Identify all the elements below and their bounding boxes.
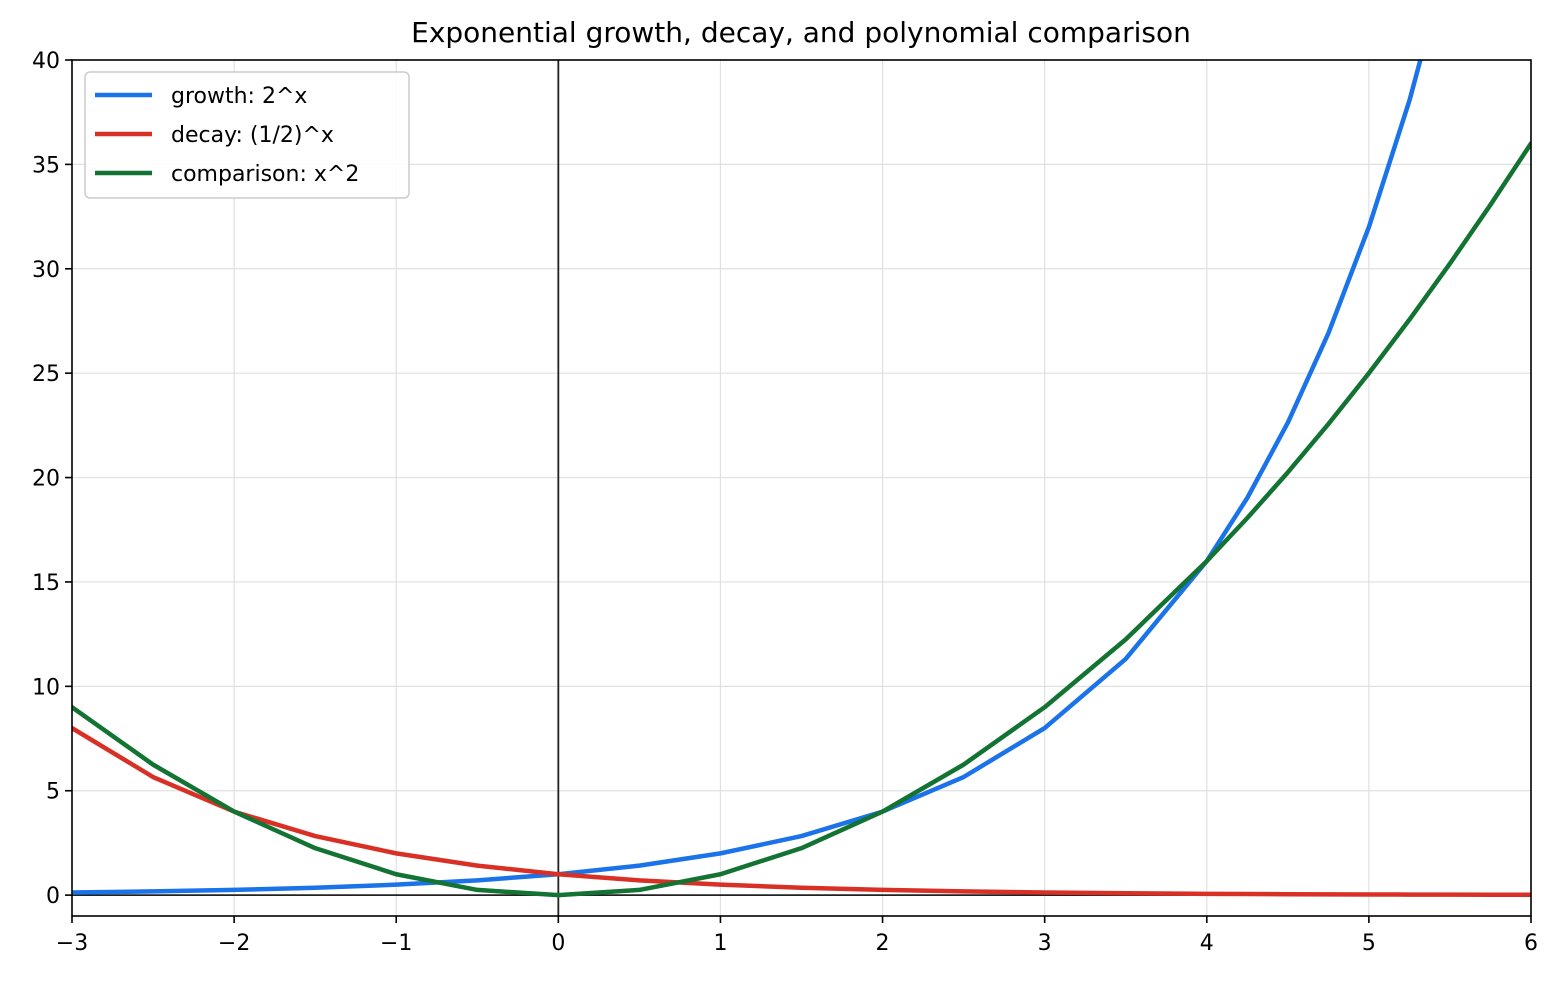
legend-label-1: growth: 2^x <box>171 84 307 109</box>
x-tick-label: −3 <box>56 931 88 956</box>
legend-label-2: decay: (1/2)^x <box>171 123 334 148</box>
x-tick-label: 6 <box>1524 931 1538 956</box>
y-tick-label: 40 <box>32 49 60 74</box>
x-tick-label: −2 <box>218 931 250 956</box>
x-tick-label: 4 <box>1200 931 1214 956</box>
x-tick-label: 5 <box>1362 931 1376 956</box>
x-tick-label: 3 <box>1038 931 1052 956</box>
y-tick-label: 5 <box>46 780 60 805</box>
y-tick-label: 35 <box>32 153 60 178</box>
y-tick-label: 20 <box>32 467 60 492</box>
x-tick-label: 2 <box>876 931 890 956</box>
plot-frame <box>71 59 1532 917</box>
series-line-3 <box>72 141 1531 898</box>
series-line-1 <box>72 60 1423 895</box>
y-tick-label: 0 <box>46 884 60 909</box>
x-tick-label: 1 <box>713 931 727 956</box>
series-line-2 <box>72 725 1531 898</box>
chart-title: Exponential growth, decay, and polynomia… <box>411 16 1191 49</box>
y-tick-label: 15 <box>32 571 60 596</box>
x-tick-label: −1 <box>380 931 412 956</box>
y-tick-label: 25 <box>32 362 60 387</box>
x-tick-label: 0 <box>551 931 565 956</box>
series-lines <box>72 60 1531 898</box>
legend-box <box>84 71 410 199</box>
legend-label-3: comparison: x^2 <box>171 162 359 187</box>
legend: growth: 2^x decay: (1/2)^x comparison: x^2 <box>84 71 410 199</box>
y-tick-label: 30 <box>32 258 60 283</box>
y-axis-ticks: 0 5 10 15 20 25 30 35 40 <box>32 49 72 909</box>
x-axis-ticks: −3 −2 −1 0 1 2 3 4 5 6 <box>56 916 1538 956</box>
y-tick-label: 10 <box>32 675 60 700</box>
